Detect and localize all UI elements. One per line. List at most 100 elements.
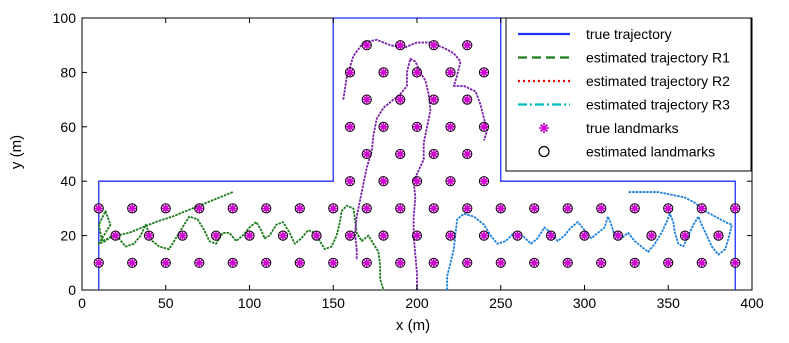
- true-landmark-marker: [379, 177, 388, 186]
- legend-label: true landmarks: [586, 120, 679, 136]
- true-landmark-marker: [396, 149, 405, 159]
- x-tick-label: 50: [158, 295, 174, 311]
- estimated-landmark-marker: [428, 257, 439, 268]
- estimated-landmark-marker: [696, 257, 707, 268]
- legend-label: estimated trajectory R1: [586, 50, 730, 66]
- estimated-landmark-marker: [428, 203, 439, 214]
- legend-item-2: estimated trajectory R2: [518, 73, 730, 89]
- landmark-21: [143, 230, 155, 241]
- landmark-60: [378, 176, 389, 187]
- trajectory-line-0: [97, 191, 385, 291]
- landmark-27: [344, 230, 356, 241]
- true-landmark-marker: [412, 177, 422, 186]
- true-landmark-marker: [479, 177, 489, 186]
- x-axis-label: x (m): [396, 317, 430, 334]
- trajectory-line-1: [354, 57, 432, 290]
- true-landmark-marker: [111, 231, 120, 240]
- true-landmark-marker: [195, 258, 204, 267]
- landmark-63: [478, 176, 490, 187]
- landmark-16: [629, 203, 640, 214]
- landmark-81: [478, 67, 490, 78]
- landmark-85: [462, 40, 473, 51]
- landmark-68: [344, 121, 356, 132]
- landmark-70: [411, 121, 423, 132]
- true-landmark-marker: [446, 122, 455, 131]
- true-landmark-marker: [195, 204, 204, 213]
- true-landmark-marker: [429, 149, 438, 159]
- estimated-landmark-marker: [679, 230, 691, 241]
- true-landmark-marker: [396, 41, 405, 50]
- true-landmark-marker: [446, 177, 455, 186]
- true-landmark-marker: [647, 231, 656, 240]
- landmark-80: [445, 67, 456, 78]
- trajectory-line-3: [342, 38, 489, 141]
- true-landmark-marker: [345, 231, 355, 240]
- landmark-24: [244, 230, 255, 241]
- estimated-landmark-marker: [696, 203, 707, 214]
- estimated-landmark-marker: [478, 67, 490, 78]
- true-landmark-marker: [697, 258, 706, 267]
- estimated-landmark-marker: [244, 230, 255, 241]
- estimated-landmark-marker: [127, 257, 138, 268]
- true-landmark-marker: [429, 258, 438, 267]
- true-landmark-marker: [211, 231, 221, 240]
- estimated-landmark-marker: [445, 67, 456, 78]
- true-landmark-marker: [680, 231, 690, 240]
- legend-item-0: true trajectory: [518, 26, 672, 42]
- landmark-36: [646, 230, 657, 241]
- estimated-landmark-marker: [294, 203, 305, 214]
- true-landmark-marker: [714, 231, 723, 240]
- legend-swatch: [538, 145, 550, 158]
- true-landmark-marker: [379, 122, 388, 131]
- landmark-51: [495, 257, 506, 268]
- landmark-12: [495, 203, 506, 214]
- estimated-landmark-marker: [110, 230, 121, 241]
- true-landmark-marker: [128, 204, 137, 213]
- landmark-22: [177, 230, 188, 241]
- plot-area: [81, 17, 753, 291]
- estimated-landmark-marker: [194, 257, 205, 268]
- landmark-6: [294, 203, 305, 214]
- legend-item-1: estimated trajectory R1: [518, 50, 730, 66]
- true-landmark-marker: [396, 258, 405, 267]
- true-landmark-marker: [144, 231, 154, 240]
- true-landmark-marker: [479, 122, 489, 131]
- landmark-3: [194, 203, 205, 214]
- true-landmark-marker: [463, 204, 472, 213]
- estimated-landmark-marker: [478, 176, 490, 187]
- estimated-landmark-marker: [395, 203, 406, 214]
- true-landmark-marker: [178, 231, 187, 240]
- landmark-49: [428, 257, 439, 268]
- landmark-10: [428, 203, 439, 214]
- estimated-landmark-marker: [445, 230, 456, 241]
- landmark-0: [93, 203, 104, 214]
- estimated-landmark-marker: [462, 94, 473, 105]
- estimated-landmark-marker: [428, 148, 439, 160]
- landmark-32: [512, 230, 523, 241]
- estimated-landmark-marker: [361, 203, 372, 214]
- estimated-landmark-marker: [93, 257, 104, 268]
- estimated-landmark-marker: [328, 257, 339, 268]
- landmark-26: [311, 230, 322, 241]
- x-tick-label: 250: [489, 295, 513, 311]
- landmark-43: [227, 257, 238, 268]
- estimated-landmark-marker: [428, 40, 439, 51]
- true-landmark-marker: [412, 122, 422, 131]
- legend-swatch: [539, 123, 549, 133]
- landmark-31: [478, 230, 490, 241]
- legend-label: estimated landmarks: [586, 144, 715, 160]
- estimated-landmark-marker: [127, 203, 138, 214]
- estimated-landmark-marker: [344, 67, 356, 78]
- true-landmark-marker: [446, 68, 455, 77]
- estimated-landmark-marker: [395, 94, 406, 105]
- landmark-29: [411, 230, 423, 241]
- landmark-83: [395, 40, 406, 51]
- true-landmark-marker: [362, 204, 371, 213]
- true-landmark-marker: [396, 95, 405, 104]
- y-tick-label: 0: [68, 282, 76, 298]
- true-landmark-marker: [597, 258, 606, 267]
- landmark-69: [378, 121, 389, 132]
- landmark-76: [462, 94, 473, 105]
- true-landmark-marker: [245, 231, 254, 240]
- landmark-67: [462, 148, 473, 160]
